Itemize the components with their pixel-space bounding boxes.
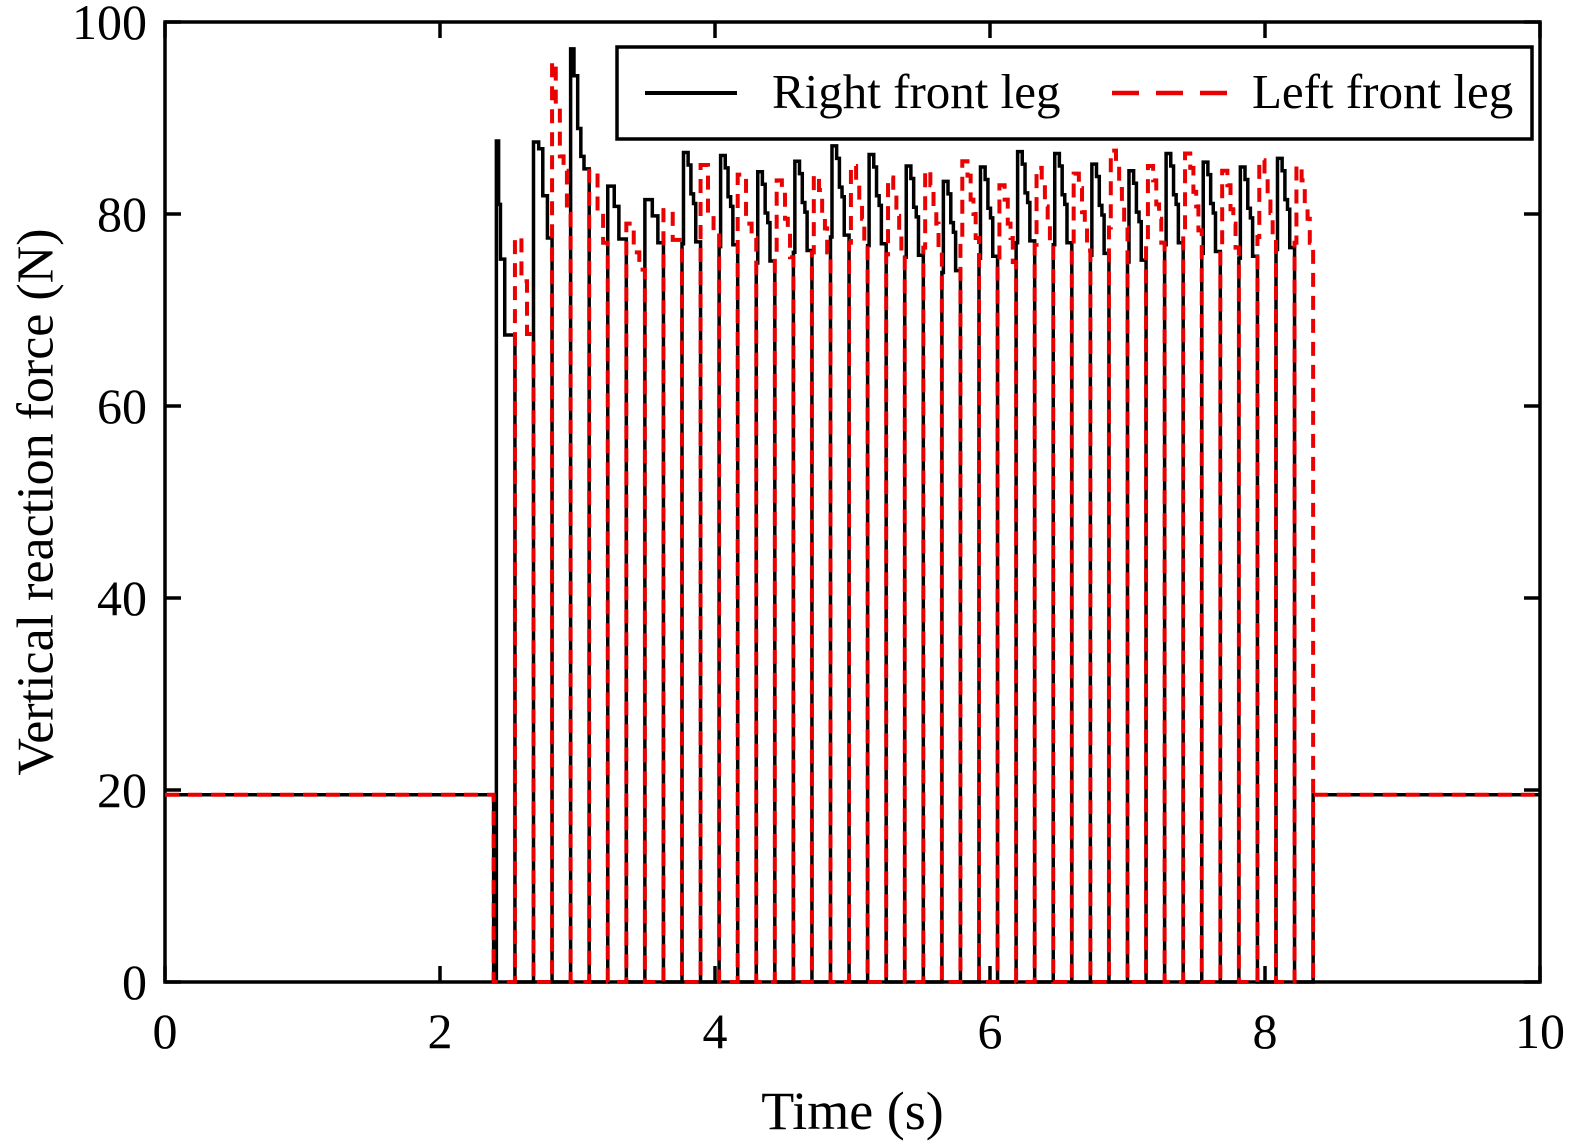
x-tick-label: 6 [978,1003,1003,1059]
x-tick-label: 2 [428,1003,453,1059]
y-tick-label: 20 [97,762,147,818]
legend-entry-right-front-leg: Right front leg [772,64,1061,119]
right-front-leg-line [165,47,1540,984]
left-front-leg-line [165,60,1540,984]
legend-entry-left-front-leg: Left front leg [1252,64,1514,119]
x-tick-label: 8 [1253,1003,1278,1059]
y-tick-label: 40 [97,570,147,626]
x-tick-label: 4 [703,1003,728,1059]
x-tick-label: 0 [153,1003,178,1059]
y-tick-label: 100 [72,0,147,50]
x-axis-title: Time (s) [761,1081,944,1141]
y-tick-label: 60 [97,378,147,434]
y-tick-label: 80 [97,186,147,242]
legend-box [615,45,1534,141]
x-tick-label: 10 [1515,1003,1565,1059]
y-axis-title: Vertical reaction force (N) [7,228,65,776]
plot-border [163,20,1542,984]
y-tick-label: 0 [122,954,147,1010]
